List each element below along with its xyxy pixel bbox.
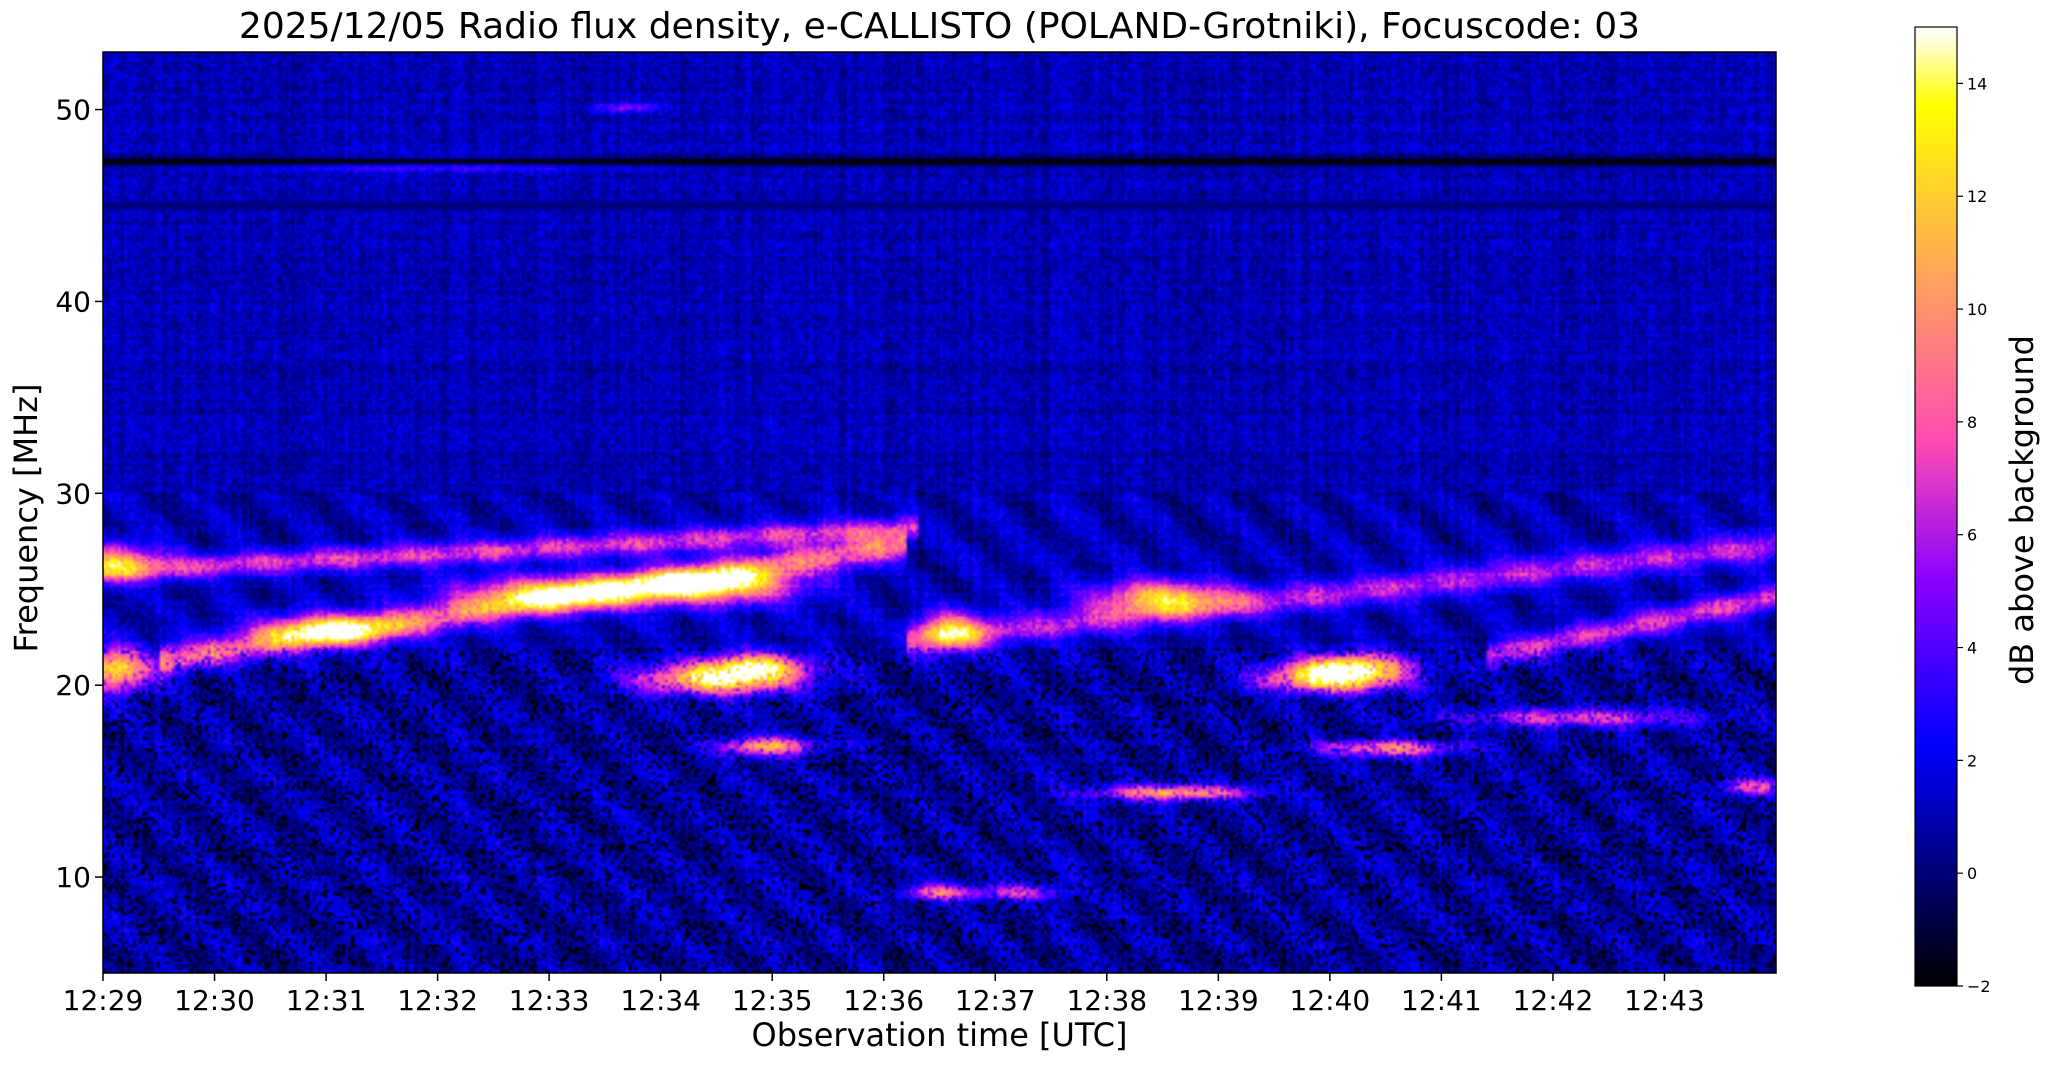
x-tick-label: 12:30 [174,984,255,1017]
y-axis-ticks: 10 20 30 40 50 [55,94,103,894]
colorbar-frame [1914,26,1958,987]
x-tick-label: 12:31 [286,984,367,1017]
colorbar-gradient [1915,27,1957,986]
colorbar-tick-label: 6 [1967,526,1977,545]
x-tick-label: 12:43 [1624,984,1705,1017]
x-tick-label: 12:34 [620,984,701,1017]
y-tick-label: 30 [55,477,91,510]
colorbar-tick-label: −2 [1967,977,1991,996]
x-axis-label: Observation time [UTC] [751,1016,1128,1054]
x-tick-label: 12:41 [1401,984,1482,1017]
x-tick-label: 12:37 [955,984,1036,1017]
colorbar-tick-label: 2 [1967,751,1977,770]
y-axis-label: Frequency [MHz] [7,383,45,653]
x-tick-label: 12:36 [843,984,924,1017]
x-tick-label: 12:39 [1178,984,1259,1017]
spectrogram-heatmap [103,52,1776,973]
x-tick-label: 12:35 [732,984,813,1017]
x-tick-label: 12:38 [1066,984,1147,1017]
x-tick-label: 12:32 [397,984,478,1017]
plot-frame [102,51,1777,974]
y-tick-label: 40 [55,285,91,318]
chart-title: 2025/12/05 Radio flux density, e-CALLIST… [238,6,1641,47]
colorbar-tick-label: 8 [1967,413,1977,432]
x-tick-label: 12:29 [63,984,144,1017]
y-tick-label: 20 [55,669,91,702]
colorbar-ticks: −2 0 2 4 6 8 10 12 14 [1957,74,1991,996]
colorbar-tick-label: 0 [1967,864,1977,883]
colorbar-tick-label: 4 [1967,639,1977,658]
colorbar-label: dB above background [2003,335,2041,685]
colorbar-tick-label: 14 [1967,74,1987,93]
x-axis-ticks: 12:29 12:30 12:31 12:32 12:33 12:34 12:35 12:36… [63,973,1705,1017]
x-tick-label: 12:40 [1290,984,1371,1017]
y-tick-label: 50 [55,94,91,127]
y-tick-label: 10 [55,861,91,894]
x-tick-label: 12:33 [509,984,590,1017]
x-tick-label: 12:42 [1513,984,1594,1017]
colorbar-tick-label: 10 [1967,300,1987,319]
colorbar-tick-label: 12 [1967,187,1987,206]
